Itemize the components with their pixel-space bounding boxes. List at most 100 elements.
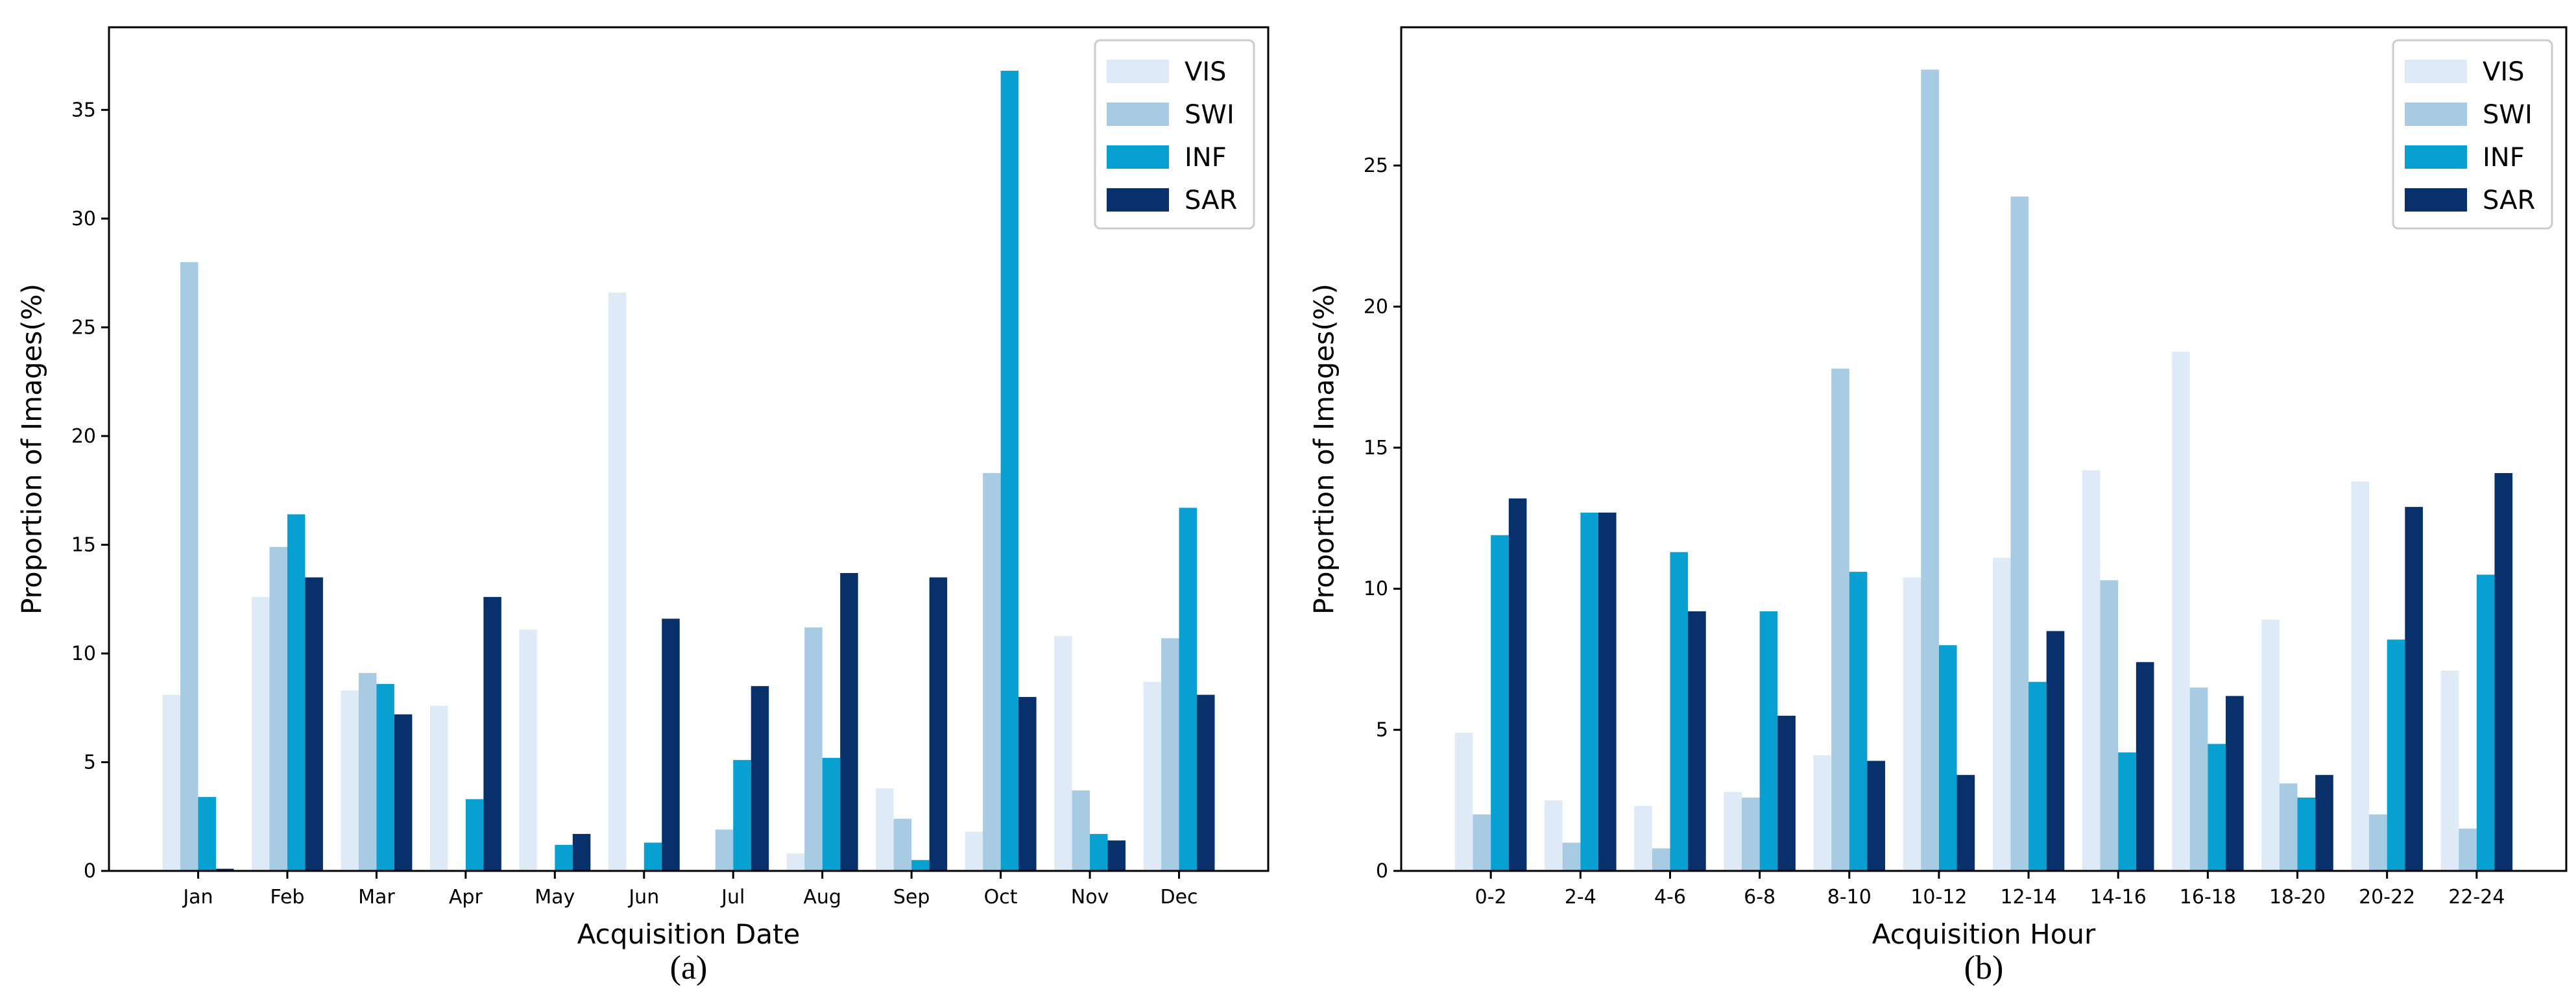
bar-sar-mar xyxy=(394,714,413,871)
bar-vis-oct xyxy=(965,831,983,871)
bar-vis-dec xyxy=(1143,681,1162,871)
bar-swi-16-18 xyxy=(2189,687,2208,871)
y-axis-ticks: 0 5 10 15 20 25 xyxy=(1364,154,1401,883)
x-axis-ticks: 0-2 2-4 4-6 6-8 8-10 10-12 12-14 14-16 16-18 18-2… xyxy=(1475,871,2505,909)
panel-caption: (b) xyxy=(1964,949,2004,986)
bar-swi-18-20 xyxy=(2279,783,2298,871)
legend-swatch-swi xyxy=(2405,103,2467,126)
legend-swatch-inf xyxy=(1107,145,1169,169)
bar-sar-may xyxy=(572,834,591,871)
bar-vis-2-4 xyxy=(1545,800,1563,871)
bar-sar-aug xyxy=(840,572,858,871)
bar-vis-16-18 xyxy=(2172,352,2190,871)
bar-vis-14-16 xyxy=(2082,470,2101,871)
x-tick-label: Mar xyxy=(358,886,395,909)
bar-inf-jul xyxy=(733,760,751,871)
bar-inf-nov xyxy=(1090,834,1108,871)
y-tick-label: 30 xyxy=(71,208,96,230)
x-tick-label: 22-24 xyxy=(2448,886,2505,909)
x-tick-label: Dec xyxy=(1161,886,1198,909)
y-tick-label: 15 xyxy=(1364,437,1388,459)
bar-inf-4-6 xyxy=(1670,552,1689,871)
y-tick-label: 5 xyxy=(1376,719,1388,742)
bar-inf-jun xyxy=(644,842,662,871)
x-tick-label: Nov xyxy=(1071,886,1109,909)
bars-group xyxy=(162,71,1215,871)
x-tick-label: Jun xyxy=(627,886,659,909)
bar-swi-12-14 xyxy=(2010,196,2029,871)
bar-sar-22-24 xyxy=(2494,472,2513,871)
bar-vis-nov xyxy=(1054,636,1072,871)
bar-sar-18-20 xyxy=(2315,775,2333,871)
x-tick-label: 12-14 xyxy=(2000,886,2056,909)
x-axis-ticks: Jan Feb Mar Apr May Jun Jul Aug Sep Oct Nov Dec xyxy=(182,871,1198,909)
bar-sar-0-2 xyxy=(1508,498,1527,871)
bar-vis-8-10 xyxy=(1813,755,1832,871)
bar-vis-22-24 xyxy=(2440,670,2459,871)
y-axis-label: Proportion of Images(%) xyxy=(1308,284,1340,615)
x-tick-label: 16-18 xyxy=(2180,886,2236,909)
x-tick-label: 6-8 xyxy=(1744,886,1776,909)
legend-label-swi: SWI xyxy=(2483,100,2533,130)
bar-vis-6-8 xyxy=(1724,792,1742,871)
x-axis-label: Acquisition Hour xyxy=(1872,918,2096,950)
bar-vis-0-2 xyxy=(1454,732,1473,871)
chart-panel-a: 0 5 10 15 20 25 30 35 Jan Feb Mar Apr May Jun Jul Aug S… xyxy=(16,26,1270,986)
bar-vis-feb xyxy=(251,596,270,871)
bar-swi-20-22 xyxy=(2369,814,2387,871)
bar-swi-aug xyxy=(804,627,823,871)
legend-swatch-vis xyxy=(2405,60,2467,83)
bar-inf-12-14 xyxy=(2028,681,2047,871)
bar-swi-nov xyxy=(1072,790,1090,871)
bar-sar-oct xyxy=(1018,696,1037,871)
bar-vis-mar xyxy=(341,690,359,871)
bar-sar-jan xyxy=(215,868,234,871)
legend-box xyxy=(1094,39,1255,230)
x-tick-label: Feb xyxy=(270,886,304,909)
y-tick-label: 20 xyxy=(71,425,96,448)
x-tick-label: Jul xyxy=(720,886,745,909)
bar-sar-nov xyxy=(1107,840,1126,871)
bar-swi-6-8 xyxy=(1741,797,1760,871)
bar-inf-10-12 xyxy=(1938,645,1957,871)
y-tick-label: 10 xyxy=(71,642,96,665)
y-tick-label: 10 xyxy=(1364,578,1388,600)
x-tick-label: 10-12 xyxy=(1910,886,1967,909)
x-tick-label: Apr xyxy=(449,886,483,909)
bar-inf-8-10 xyxy=(1849,572,1868,871)
bar-sar-jun xyxy=(662,618,680,871)
bar-swi-8-10 xyxy=(1831,369,1849,871)
bar-inf-20-22 xyxy=(2387,639,2405,871)
bar-sar-sep xyxy=(929,577,948,871)
y-tick-label: 0 xyxy=(1376,860,1388,883)
bar-swi-jan xyxy=(180,262,199,871)
bar-sar-20-22 xyxy=(2405,507,2423,871)
y-tick-label: 0 xyxy=(84,860,96,883)
bar-vis-18-20 xyxy=(2261,620,2280,871)
bar-inf-aug xyxy=(822,757,841,871)
bar-inf-22-24 xyxy=(2476,574,2495,871)
bar-inf-sep xyxy=(911,860,930,871)
bar-inf-14-16 xyxy=(2118,752,2136,871)
bar-inf-apr xyxy=(465,799,484,871)
legend: VIS SWI INF SAR xyxy=(2392,39,2553,230)
x-tick-label: 20-22 xyxy=(2359,886,2415,909)
x-tick-label: 0-2 xyxy=(1475,886,1507,909)
y-axis-ticks: 0 5 10 15 20 25 30 35 xyxy=(71,99,109,883)
legend-label-vis: VIS xyxy=(2483,57,2525,87)
x-tick-label: May xyxy=(535,886,575,909)
bar-inf-0-2 xyxy=(1491,535,1509,871)
y-tick-label: 35 xyxy=(71,99,96,121)
x-tick-label: Oct xyxy=(984,886,1018,909)
bar-sar-10-12 xyxy=(1956,775,1975,871)
x-tick-label: 14-16 xyxy=(2090,886,2147,909)
bar-sar-apr xyxy=(483,596,501,871)
bar-vis-12-14 xyxy=(1992,557,2011,871)
bar-swi-feb xyxy=(269,546,287,871)
y-tick-label: 5 xyxy=(84,751,96,774)
bar-vis-20-22 xyxy=(2351,482,2370,871)
bar-inf-dec xyxy=(1179,507,1198,871)
y-tick-label: 15 xyxy=(71,533,96,556)
bar-sar-6-8 xyxy=(1777,715,1796,871)
bar-swi-4-6 xyxy=(1652,848,1670,871)
